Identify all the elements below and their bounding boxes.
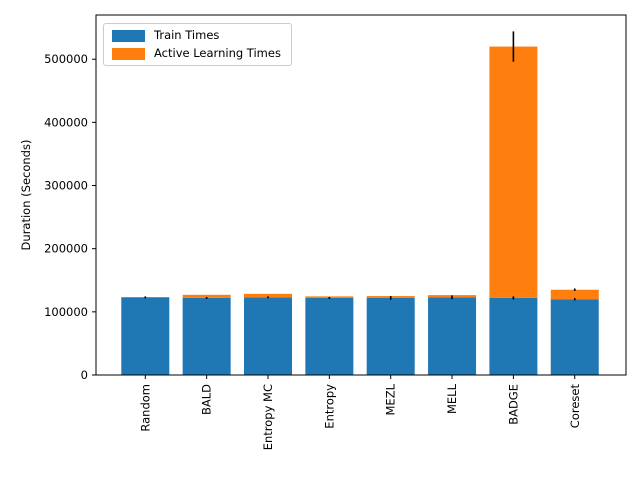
x-tick-label-coreset: Coreset [568, 384, 582, 429]
bar-train-badge [489, 297, 538, 375]
bar-train-coreset [550, 299, 599, 375]
bar-train-bald [182, 297, 231, 375]
bar-train-mell [428, 297, 477, 375]
legend-label-train-times: Train Times [154, 28, 220, 42]
x-tick-label-entropy-mc: Entropy MC [261, 384, 275, 450]
bar-active-learning-coreset [550, 289, 599, 300]
x-tick-label-mell: MELL [445, 383, 459, 414]
legend-item-train-times: Train Times [112, 29, 281, 42]
legend-swatch-active-learning-times [112, 47, 145, 60]
plot-border [95, 14, 627, 376]
y-tick-label-200000: 200000 [44, 242, 88, 256]
y-tick-label-100000: 100000 [44, 305, 88, 319]
y-tick-label-400000: 400000 [44, 115, 88, 129]
bar-active-learning-bald [182, 294, 231, 298]
bar-train-random [121, 297, 170, 375]
x-tick-label-bald: BALD [200, 384, 214, 415]
x-tick-label-mezl: MEZL [384, 383, 398, 415]
x-tick-label-badge: BADGE [506, 384, 520, 425]
x-tick-label-entropy: Entropy [322, 384, 336, 429]
bar-active-learning-entropy-mc [244, 293, 292, 298]
y-axis-label: Duration (Seconds) [19, 140, 33, 251]
legend-swatch-train-times [112, 29, 145, 42]
legend-item-active-learning-times: Active Learning Times [112, 47, 281, 60]
y-tick-label-0: 0 [81, 368, 88, 382]
legend-label-active-learning-times: Active Learning Times [154, 46, 281, 60]
bar-active-learning-badge [489, 46, 538, 298]
bar-train-mezl [366, 297, 415, 375]
y-tick-label-300000: 300000 [44, 179, 88, 193]
y-tick-label-500000: 500000 [44, 52, 88, 66]
bar-train-entropy [305, 297, 354, 375]
x-tick-label-random: Random [138, 384, 152, 432]
bar-train-entropy-mc [244, 297, 292, 375]
legend: Train Times Active Learning Times [103, 23, 292, 66]
